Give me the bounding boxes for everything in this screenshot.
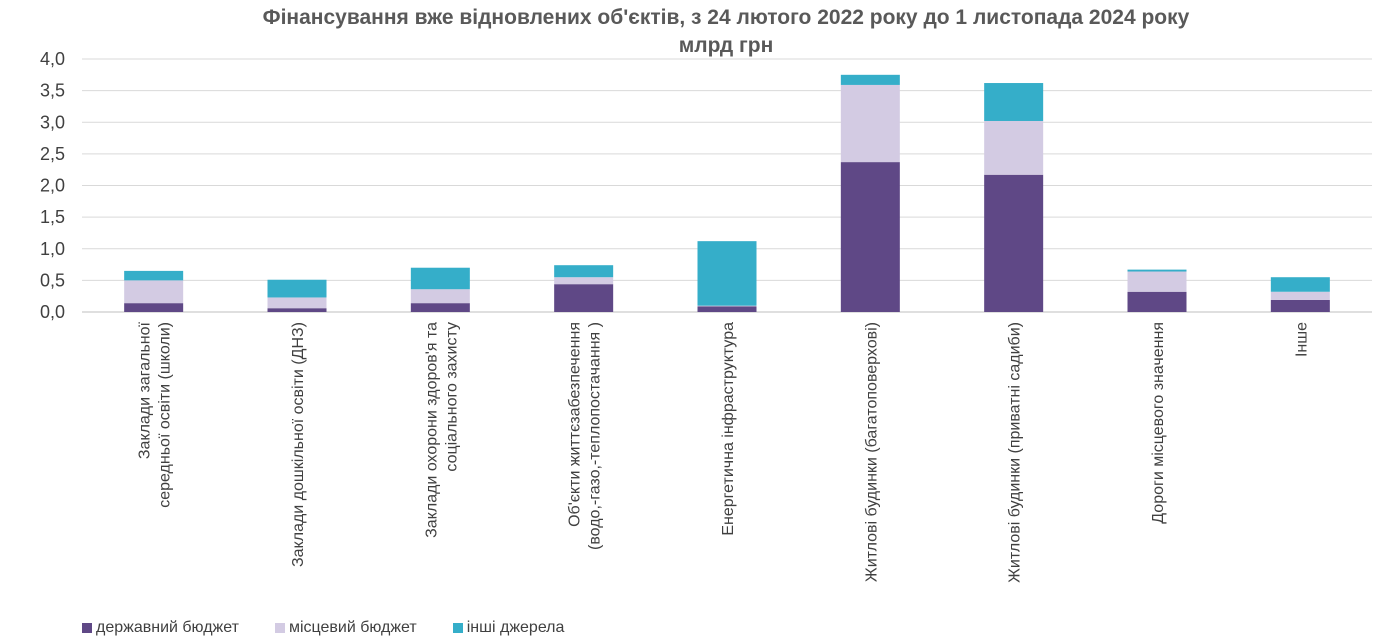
- bar-segment: [984, 83, 1044, 121]
- bar-segment: [840, 84, 900, 163]
- x-category-label: Дороги місцевого значення: [1150, 322, 1167, 524]
- x-category-label-line: Заклади охорони здоров'я та: [423, 322, 440, 538]
- legend-swatch: [452, 623, 463, 633]
- bar-segment: [1127, 291, 1187, 312]
- bar-segment: [267, 308, 327, 312]
- bar-segment: [1127, 271, 1187, 292]
- bar-segment: [840, 162, 900, 312]
- legend-label: інші джерела: [466, 619, 565, 636]
- legend-swatch: [82, 623, 92, 633]
- bar-segment: [984, 120, 1044, 175]
- bar-segment: [410, 267, 470, 290]
- x-category-label-line: (водо,-газо,-теплопостачання ): [587, 322, 604, 550]
- bar-segment: [1270, 299, 1330, 312]
- x-category-label: Заклади дошкільної освіти (ДНЗ): [290, 322, 307, 567]
- legend-item-other-sources: інші джерела: [452, 619, 565, 637]
- x-category-label-line: Житлові будинки (приватні садиби): [1007, 322, 1024, 583]
- bars: [124, 74, 1330, 312]
- y-tick-label: 1,5: [40, 207, 65, 227]
- bar-segment: [697, 241, 757, 306]
- x-category-label: Заклади охорони здоров'я та соціального з…: [423, 322, 460, 538]
- y-tick-label: 3,0: [40, 112, 65, 132]
- x-category-label-line: Житлові будинки (багатоповерхові): [863, 322, 880, 582]
- bar-segment: [1127, 269, 1187, 272]
- x-category-label: Житлові будинки (приватні садиби): [1007, 322, 1024, 583]
- x-category-label-line: Об'єкти життєзабезпечення: [567, 322, 584, 527]
- bar-segment: [697, 306, 757, 312]
- bar-segment: [697, 305, 757, 307]
- y-tick-label: 1,0: [40, 239, 65, 259]
- legend-item-local-budget: місцевий бюджет: [274, 619, 417, 637]
- y-tick-label: 2,0: [40, 176, 65, 196]
- x-category-label-line: Інше: [1293, 322, 1310, 357]
- bar-segment: [984, 174, 1044, 312]
- bar-segment: [554, 277, 614, 285]
- y-axis: 0,0 0,5 1,0 1,5 2,0 2,5 3,0 3,5 4,0: [40, 49, 65, 322]
- y-tick-label: 0,0: [40, 302, 65, 322]
- chart-title: Фінансування вже відновлених об'єктів, з…: [263, 6, 1190, 29]
- x-category-label: Об'єкти життєзабезпечення (водо,-газо,-те…: [567, 322, 604, 550]
- x-category-label-line: Енергетична інфраструктура: [720, 322, 737, 536]
- legend: державний бюджет місцевий бюджет інші дж…: [82, 619, 564, 637]
- legend-swatch: [274, 623, 285, 633]
- bar-segment: [840, 74, 900, 85]
- bar-segment: [410, 289, 470, 304]
- x-category-label: Заклади загальної середньої освіти (школи…: [137, 321, 174, 507]
- x-category-label-line: середньої освіти (школи): [157, 322, 174, 508]
- bar-segment: [267, 279, 327, 298]
- bar-segment: [1270, 291, 1330, 300]
- x-category-label-line: соціального захисту: [443, 322, 460, 472]
- x-category-label-line: Дороги місцевого значення: [1150, 322, 1167, 524]
- x-category-label: Житлові будинки (багатоповерхові): [863, 322, 880, 582]
- chart-subtitle: млрд грн: [679, 34, 774, 57]
- x-category-label: Енергетична інфраструктура: [720, 322, 737, 536]
- legend-label: місцевий бюджет: [288, 619, 417, 636]
- bar-segment: [554, 284, 614, 312]
- x-axis: Заклади загальної середньої освіти (школи…: [137, 321, 1311, 582]
- bar-segment: [124, 303, 184, 312]
- bar-segment: [554, 265, 614, 278]
- bar-segment: [124, 280, 184, 304]
- x-category-label: Інше: [1293, 322, 1310, 357]
- x-category-label-line: Заклади загальної: [137, 321, 154, 459]
- y-tick-label: 3,5: [40, 81, 65, 101]
- y-tick-label: 4,0: [40, 49, 65, 69]
- x-category-label-line: Заклади дошкільної освіти (ДНЗ): [290, 322, 307, 567]
- legend-label: державний бюджет: [96, 619, 239, 636]
- bar-segment: [124, 270, 184, 281]
- bar-segment: [410, 303, 470, 312]
- bar-segment: [1270, 277, 1330, 292]
- y-tick-label: 2,5: [40, 144, 65, 164]
- legend-item-state-budget: державний бюджет: [82, 619, 239, 637]
- bar-segment: [267, 297, 327, 309]
- y-tick-label: 0,5: [40, 270, 65, 290]
